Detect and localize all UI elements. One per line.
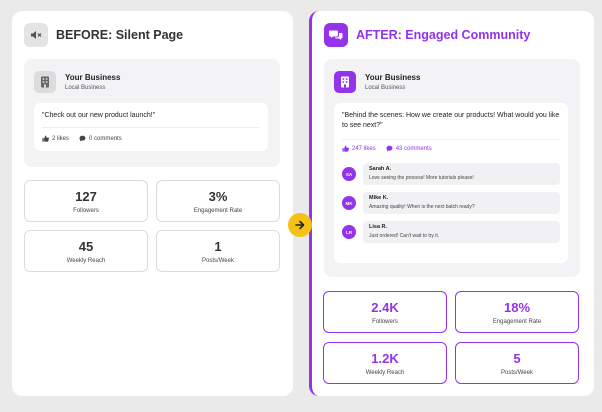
stat-value: 2.4K: [371, 300, 399, 315]
stat-engagement-rate: 18% Engagement Rate: [455, 291, 579, 333]
avatar: SA: [342, 167, 356, 181]
after-title: AFTER: Engaged Community: [356, 28, 531, 42]
avatar: MK: [342, 196, 356, 210]
post-engagement: 2 likes 0 comments: [42, 135, 132, 142]
before-post: "Check out our new product launch!" 2 li…: [34, 103, 268, 151]
stat-followers: 127 Followers: [24, 180, 148, 222]
stat-value: 18%: [503, 300, 531, 315]
stat-label: Posts/Week: [501, 370, 533, 376]
after-feed-card: Your Business Local Business "Behind the…: [324, 59, 580, 277]
comments-button[interactable]: 0 comments: [79, 135, 122, 142]
avatar: LR: [342, 225, 356, 239]
stat-label: Posts/Week: [202, 258, 234, 264]
stat-label: Followers: [73, 208, 99, 214]
comment-bubble: Lisa R. Just ordered! Can't wait to try …: [363, 221, 560, 243]
post-divider: [42, 127, 260, 128]
comment-author: Sarah A.: [369, 166, 392, 172]
stat-value: 45: [78, 239, 94, 254]
business-type: Local Business: [365, 85, 406, 91]
comment-item: LR Lisa R. Just ordered! Can't wait to t…: [342, 221, 560, 243]
after-post: "Behind the scenes: How we create our pr…: [334, 103, 568, 263]
stat-value: 1: [214, 239, 222, 254]
stat-value: 5: [513, 351, 521, 366]
comment-text: Love seeing the process! More tutorials …: [369, 175, 474, 181]
comment-text: Amazing quality! When is the next batch …: [369, 204, 475, 210]
building-icon: [34, 71, 56, 93]
comment-author: Lisa R.: [369, 224, 388, 230]
stat-engagement-rate: 3% Engagement Rate: [156, 180, 280, 222]
business-type: Local Business: [65, 85, 106, 91]
comment-icon: [386, 145, 393, 152]
stat-label: Engagement Rate: [193, 208, 243, 214]
stat-label: Engagement Rate: [492, 319, 542, 325]
business-name: Your Business: [65, 73, 121, 82]
stat-posts-per-week: 1 Posts/Week: [156, 230, 280, 272]
stat-value: 127: [75, 189, 97, 204]
thumbs-up-icon: [42, 135, 49, 142]
comment-icon: [79, 135, 86, 142]
post-engagement: 247 likes 43 comments: [342, 145, 442, 152]
comment-bubble: Sarah A. Love seeing the process! More t…: [363, 163, 560, 185]
likes-count: 2 likes: [52, 135, 70, 142]
chat-bubbles-icon: [324, 23, 348, 47]
after-header: AFTER: Engaged Community: [324, 23, 530, 47]
comments-count: 43 comments: [395, 145, 432, 152]
stat-label: Weekly Reach: [365, 370, 405, 376]
before-header: BEFORE: Silent Page: [24, 23, 183, 47]
before-business-profile: Your Business Local Business: [34, 71, 120, 93]
likes-count: 247 likes: [352, 145, 376, 152]
thumbs-up-icon: [342, 145, 349, 152]
stat-value: 1.2K: [371, 351, 399, 366]
comments-button[interactable]: 43 comments: [386, 145, 432, 152]
arrow-right-icon: [288, 213, 312, 237]
business-name: Your Business: [365, 73, 421, 82]
post-divider: [342, 139, 560, 140]
stat-label: Weekly Reach: [66, 258, 106, 264]
stat-weekly-reach: 1.2K Weekly Reach: [323, 342, 447, 384]
comment-bubble: Mike K. Amazing quality! When is the nex…: [363, 192, 560, 214]
building-icon: [334, 71, 356, 93]
stat-followers: 2.4K Followers: [323, 291, 447, 333]
muted-speaker-icon: [24, 23, 48, 47]
stat-weekly-reach: 45 Weekly Reach: [24, 230, 148, 272]
likes-button[interactable]: 2 likes: [42, 135, 69, 142]
likes-button[interactable]: 247 likes: [342, 145, 376, 152]
stat-posts-per-week: 5 Posts/Week: [455, 342, 579, 384]
comments-count: 0 comments: [89, 135, 122, 142]
post-text: "Check out our new product launch!": [42, 112, 156, 119]
comment-item: SA Sarah A. Love seeing the process! Mor…: [342, 163, 560, 185]
comment-item: MK Mike K. Amazing quality! When is the …: [342, 192, 560, 214]
comment-text: Just ordered! Can't wait to try it.: [369, 233, 440, 239]
post-text: "Behind the scenes: How we create our pr…: [342, 112, 560, 129]
stat-value: 3%: [208, 189, 228, 204]
after-business-profile: Your Business Local Business: [334, 71, 420, 93]
stat-label: Followers: [372, 319, 398, 325]
after-panel: AFTER: Engaged Community Your Business L…: [309, 11, 594, 396]
before-panel: BEFORE: Silent Page Your Business Local …: [12, 11, 293, 396]
before-feed-card: Your Business Local Business "Check out …: [24, 59, 280, 167]
comment-author: Mike K.: [369, 195, 389, 201]
before-title: BEFORE: Silent Page: [56, 28, 184, 42]
